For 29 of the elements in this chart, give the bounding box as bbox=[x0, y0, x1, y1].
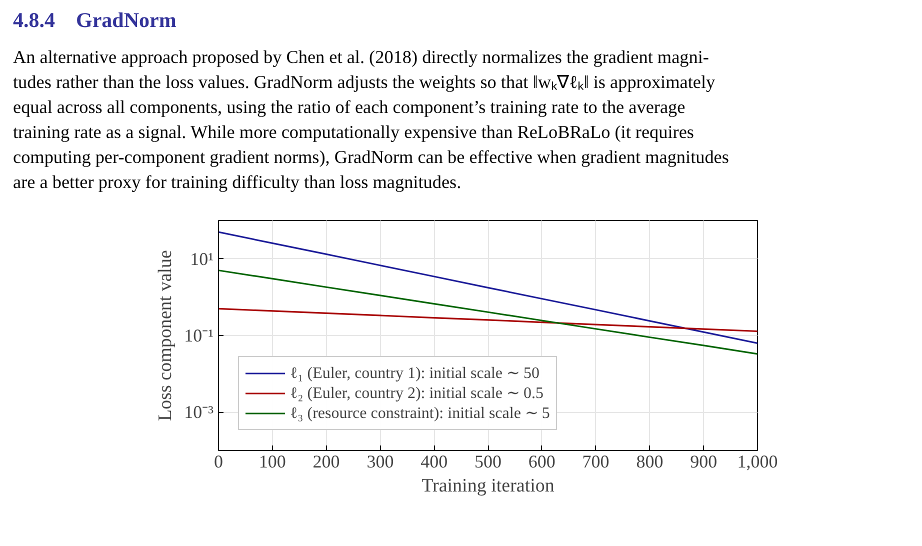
x-tick-label: 800 bbox=[636, 452, 664, 472]
x-tick-label: 1,000 bbox=[737, 452, 778, 472]
legend-label: ℓ₂ (Euler, country 2): initial scale ∼ 0.5 bbox=[290, 384, 544, 403]
y-tick-label: 10⁻¹ bbox=[184, 326, 214, 346]
x-tick-label: 500 bbox=[474, 452, 502, 472]
legend-label: ℓ₃ (resource constraint): initial scale ∼ 5 bbox=[290, 404, 550, 423]
y-axis-title: Loss component value bbox=[155, 250, 176, 421]
x-axis-title: Training iteration bbox=[422, 476, 555, 496]
text: training rate as a signal. While more computationally expensive than ReLoBRaLo (it requires bbox=[13, 122, 694, 142]
text: are a better proxy for training difficulty than loss magnitudes. bbox=[13, 172, 462, 192]
line-series bbox=[218, 231, 758, 344]
line-series bbox=[218, 308, 758, 332]
x-tick-label: 300 bbox=[366, 452, 394, 472]
chart-title: 4.8.4 GradNorm bbox=[13, 7, 176, 34]
y-tick-label: 10⁻³ bbox=[184, 402, 214, 422]
legend-label: ℓ₁ (Euler, country 1): initial scale ∼ 50 bbox=[290, 364, 540, 383]
x-tick-label: 0 bbox=[214, 452, 223, 472]
text: An alternative approach proposed by Chen et al. (2018) directly normalizes the gradient magni- bbox=[13, 47, 709, 67]
x-tick-label: 200 bbox=[312, 452, 340, 472]
text: computing per-component gradient norms), GradNorm can be effective when gradient magnitudes bbox=[13, 147, 729, 167]
x-tick-label: 100 bbox=[258, 452, 286, 472]
x-tick-label: 400 bbox=[420, 452, 448, 472]
x-tick-label: 700 bbox=[582, 452, 610, 472]
text: equal across all components, using the ratio of each component’s training rate to the average bbox=[13, 97, 686, 117]
x-tick-label: 900 bbox=[690, 452, 718, 472]
y-tick-label: 10¹ bbox=[190, 248, 214, 269]
text: tudes rather than the loss values. GradNorm adjusts the weights so that ‖wₖ∇ℓₖ‖ is approximately bbox=[13, 72, 716, 92]
x-tick-label: 600 bbox=[528, 452, 556, 472]
line-series bbox=[218, 270, 758, 355]
